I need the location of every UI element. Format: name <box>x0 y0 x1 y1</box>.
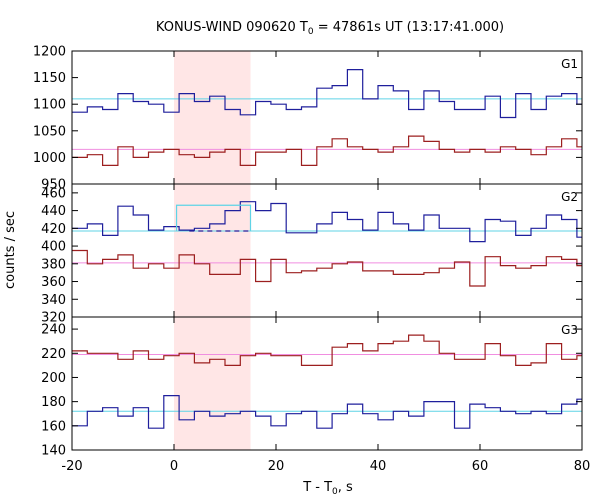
frame-layer <box>71 50 583 451</box>
g2-ytick-label: 320 <box>41 311 66 326</box>
g1-red-series <box>72 135 582 166</box>
y-axis-label: counts / sec <box>3 211 18 289</box>
x-axis-label: T - T0, s <box>302 480 353 497</box>
g3-ytick-label: 160 <box>41 419 66 434</box>
g2-panel-frame <box>71 183 583 318</box>
g1-ytick-label: 1050 <box>33 124 66 139</box>
g3-red-series <box>72 334 582 366</box>
xtick-label: -20 <box>61 459 82 474</box>
xtick-label: 40 <box>370 459 387 474</box>
highlight-layer <box>174 51 251 450</box>
g2-ytick-label: 380 <box>41 257 66 272</box>
highlight-region <box>174 51 251 450</box>
g1-ytick-label: 1100 <box>33 98 66 113</box>
chart-title: KONUS-WIND 090620 T0 = 47861s UT (13:17:… <box>156 20 504 37</box>
g3-ytick-label: 240 <box>41 323 66 338</box>
g2-blue-series <box>72 201 582 243</box>
g3-ytick-label: 180 <box>41 395 66 410</box>
tick-label-layer: 95010001050110011501200G1320340360380400… <box>33 45 590 475</box>
xtick-label: 20 <box>268 459 285 474</box>
g1-ytick-label: 1200 <box>33 45 66 60</box>
g3-panel-label: G3 <box>561 323 578 337</box>
g2-ytick-label: 340 <box>41 293 66 308</box>
xtick-label: 80 <box>574 459 591 474</box>
g2-panel-label: G2 <box>561 190 578 204</box>
g2-ytick-label: 440 <box>41 204 66 219</box>
g3-ytick-label: 140 <box>41 444 66 459</box>
series-layer <box>72 69 582 429</box>
g1-panel-label: G1 <box>561 57 578 71</box>
g3-blue-series <box>72 395 582 429</box>
xtick-label: 0 <box>170 459 178 474</box>
g2-peak-box <box>175 204 252 231</box>
g2-red-series <box>72 249 582 287</box>
g2-ytick-label: 420 <box>41 222 66 237</box>
g1-blue-series <box>72 69 582 119</box>
xtick-label: 60 <box>472 459 489 474</box>
g1-ytick-label: 950 <box>41 178 66 193</box>
g2-ytick-label: 400 <box>41 240 66 255</box>
g2-ytick-label: 360 <box>41 275 66 290</box>
reference-lines-layer <box>72 98 582 412</box>
g3-ytick-label: 200 <box>41 371 66 386</box>
g3-panel-frame <box>71 316 583 451</box>
g3-ytick-label: 220 <box>41 347 66 362</box>
g1-ytick-label: 1150 <box>33 71 66 86</box>
g1-ytick-label: 1000 <box>33 151 66 166</box>
g2-ytick-label: 460 <box>41 186 66 201</box>
